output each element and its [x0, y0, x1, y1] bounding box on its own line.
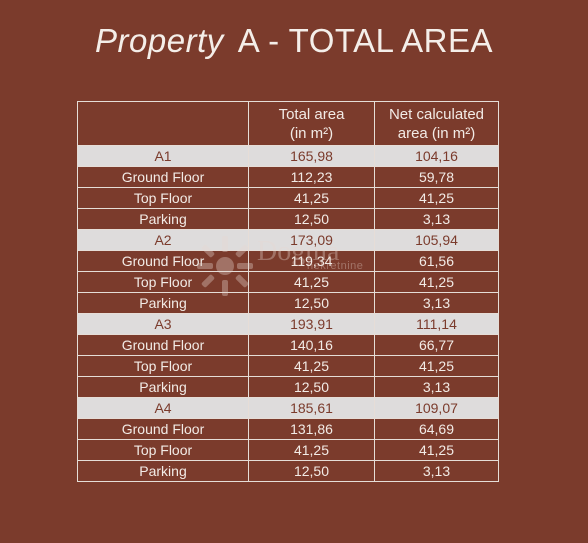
- row-total: 12,50: [248, 292, 375, 314]
- header-net-area: Net calculated area (in m²): [374, 101, 499, 146]
- row-name: Ground Floor: [77, 250, 249, 272]
- row-name: Parking: [77, 292, 249, 314]
- table-row: Ground Floor 140,16 66,77: [77, 334, 499, 356]
- row-name: Ground Floor: [77, 166, 249, 188]
- row-name: Parking: [77, 460, 249, 482]
- row-total: 12,50: [248, 460, 375, 482]
- group-total: 193,91: [248, 313, 375, 335]
- table-row: Parking 12,50 3,13: [77, 208, 499, 230]
- group-name: A4: [77, 397, 249, 419]
- header-total-line1: Total area: [278, 105, 345, 123]
- table-row: Top Floor 41,25 41,25: [77, 355, 499, 377]
- group-net: 104,16: [374, 145, 499, 167]
- row-net: 41,25: [374, 271, 499, 293]
- row-total: 41,25: [248, 439, 375, 461]
- table-row: Parking 12,50 3,13: [77, 292, 499, 314]
- table-row: Ground Floor 112,23 59,78: [77, 166, 499, 188]
- group-row-a3: A3 193,91 111,14: [77, 313, 499, 335]
- header-total-line2: (in m²): [289, 124, 334, 142]
- group-name: A1: [77, 145, 249, 167]
- group-net: 109,07: [374, 397, 499, 419]
- group-total: 173,09: [248, 229, 375, 251]
- row-net: 41,25: [374, 187, 499, 209]
- title-rest: A - TOTAL AREA: [237, 22, 493, 59]
- group-row-a2: A2 173,09 105,94: [77, 229, 499, 251]
- row-name: Parking: [77, 376, 249, 398]
- table-row: Top Floor 41,25 41,25: [77, 187, 499, 209]
- row-name: Top Floor: [77, 187, 249, 209]
- group-row-a4: A4 185,61 109,07: [77, 397, 499, 419]
- row-total: 131,86: [248, 418, 375, 440]
- header-empty: [77, 101, 249, 146]
- group-row-a1: A1 165,98 104,16: [77, 145, 499, 167]
- row-name: Ground Floor: [77, 334, 249, 356]
- header-net-line1: Net calculated: [388, 105, 485, 123]
- group-name: A2: [77, 229, 249, 251]
- table-row: Top Floor 41,25 41,25: [77, 271, 499, 293]
- row-net: 64,69: [374, 418, 499, 440]
- group-name: A3: [77, 313, 249, 335]
- group-total: 185,61: [248, 397, 375, 419]
- row-total: 41,25: [248, 187, 375, 209]
- row-total: 41,25: [248, 271, 375, 293]
- table-row: Parking 12,50 3,13: [77, 460, 499, 482]
- table-body: A1 165,98 104,16 Ground Floor 112,23 59,…: [77, 145, 499, 482]
- group-total: 165,98: [248, 145, 375, 167]
- row-name: Top Floor: [77, 271, 249, 293]
- page-title: Property A - TOTAL AREA: [0, 22, 588, 60]
- table-row: Ground Floor 131,86 64,69: [77, 418, 499, 440]
- area-table: Total area (in m²) Net calculated area (…: [77, 101, 499, 482]
- row-total: 12,50: [248, 376, 375, 398]
- row-name: Top Floor: [77, 439, 249, 461]
- header-total-area: Total area (in m²): [248, 101, 375, 146]
- row-total: 12,50: [248, 208, 375, 230]
- table-header-row: Total area (in m²) Net calculated area (…: [77, 101, 499, 146]
- row-net: 41,25: [374, 355, 499, 377]
- row-net: 3,13: [374, 208, 499, 230]
- group-net: 111,14: [374, 313, 499, 335]
- row-net: 3,13: [374, 460, 499, 482]
- row-name: Ground Floor: [77, 418, 249, 440]
- title-prefix: Property: [95, 22, 224, 59]
- row-total: 140,16: [248, 334, 375, 356]
- row-total: 112,23: [248, 166, 375, 188]
- row-net: 41,25: [374, 439, 499, 461]
- table-row: Parking 12,50 3,13: [77, 376, 499, 398]
- row-net: 3,13: [374, 292, 499, 314]
- row-name: Parking: [77, 208, 249, 230]
- table-row: Ground Floor 119,34 61,56: [77, 250, 499, 272]
- row-net: 66,77: [374, 334, 499, 356]
- row-name: Top Floor: [77, 355, 249, 377]
- row-net: 59,78: [374, 166, 499, 188]
- row-total: 41,25: [248, 355, 375, 377]
- header-net-line2: area (in m²): [397, 124, 476, 142]
- row-total: 119,34: [248, 250, 375, 272]
- row-net: 61,56: [374, 250, 499, 272]
- row-net: 3,13: [374, 376, 499, 398]
- table-row: Top Floor 41,25 41,25: [77, 439, 499, 461]
- group-net: 105,94: [374, 229, 499, 251]
